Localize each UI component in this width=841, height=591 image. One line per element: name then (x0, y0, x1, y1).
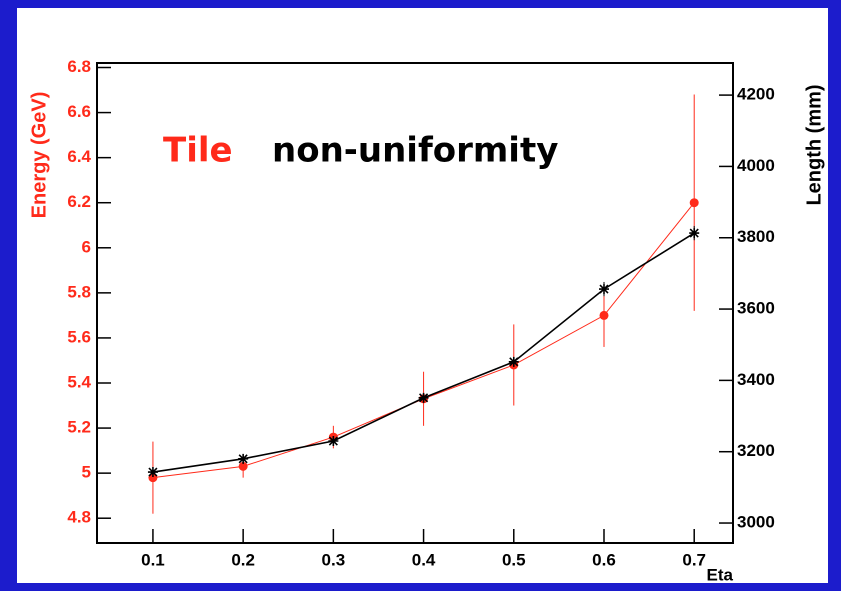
x-axis-label: Eta (707, 565, 734, 584)
data-point (689, 228, 700, 239)
y2-tick-label: 3800 (737, 227, 775, 246)
data-point (508, 356, 519, 367)
y2-tick-label: 3000 (737, 513, 775, 532)
y-tick-label: 5.4 (67, 372, 91, 391)
y-tick-label: 6 (82, 237, 91, 256)
data-point (328, 436, 339, 447)
data-point (689, 198, 699, 208)
x-tick-label: 0.5 (502, 550, 526, 569)
y-tick-label: 6.2 (67, 192, 91, 211)
data-point (598, 284, 609, 295)
y2-tick-label: 3600 (737, 299, 775, 318)
y2-tick-label: 4200 (737, 85, 775, 104)
y2-tick-label: 3200 (737, 441, 775, 460)
y2-tick-label: 3400 (737, 370, 775, 389)
y-tick-label: 6.8 (67, 57, 91, 76)
x-tick-label: 0.7 (682, 550, 706, 569)
data-point (238, 461, 248, 471)
data-point (147, 467, 158, 478)
x-tick-label: 0.4 (412, 550, 436, 569)
chart-title: non-uniformity (272, 131, 558, 171)
x-tick-label: 0.2 (231, 550, 255, 569)
y-axis-label: Energy (GeV) (28, 92, 50, 219)
panel (17, 8, 828, 583)
data-point (418, 392, 429, 403)
y2-tick-label: 4000 (737, 156, 775, 175)
y-tick-label: 5.8 (67, 282, 91, 301)
y-tick-label: 6.4 (67, 147, 91, 166)
data-point (599, 310, 609, 320)
x-tick-label: 0.3 (322, 550, 346, 569)
y-tick-label: 5 (82, 463, 91, 482)
plot-frame (96, 62, 734, 544)
y-tick-label: 5.2 (67, 418, 91, 437)
y-tick-label: 6.6 (67, 102, 91, 121)
y-tick-label: 5.6 (67, 327, 91, 346)
title-highlight: Tile (163, 131, 233, 171)
x-tick-label: 0.1 (141, 550, 165, 569)
y2-axis-label: Length (mm) (803, 84, 825, 205)
data-point (238, 453, 249, 464)
x-tick-label: 0.6 (592, 550, 616, 569)
y-tick-label: 4.8 (67, 508, 91, 527)
